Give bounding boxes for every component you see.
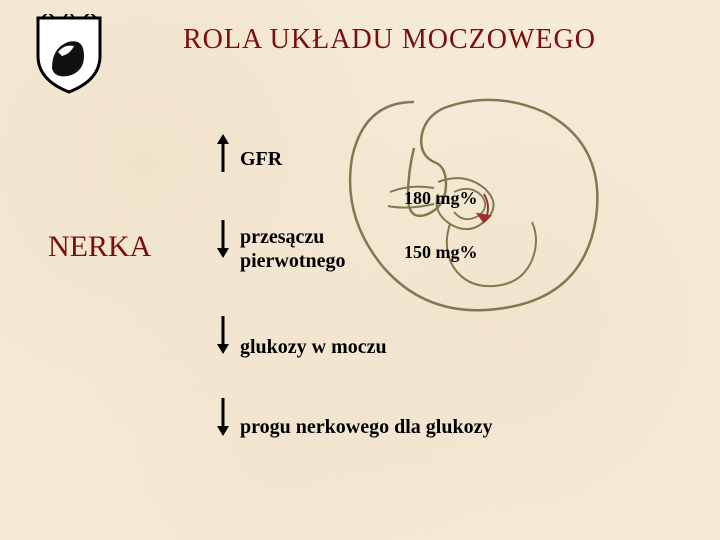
gfr-label: GFR [240,148,282,171]
mg180-label: 180 mg% [404,188,478,209]
prog-label: progu nerkowego dla glukozy [240,416,492,439]
mg150-label: 150 mg% [404,242,478,263]
gfr-arrow [215,134,231,177]
przesaczu-label-2: pierwotnego [240,250,346,273]
przesaczu-label-1: przesączu [240,226,324,249]
nerka-label: NERKA [48,230,151,264]
glukozy-label: glukozy w moczu [240,336,387,359]
przesaczu-arrow [215,220,231,263]
kidney-diagram [334,88,614,331]
page-title: ROLA UKŁADU MOCZOWEGO [183,24,596,56]
logo [34,14,104,99]
prog-arrow [215,398,231,441]
glukozy-arrow [215,316,231,359]
